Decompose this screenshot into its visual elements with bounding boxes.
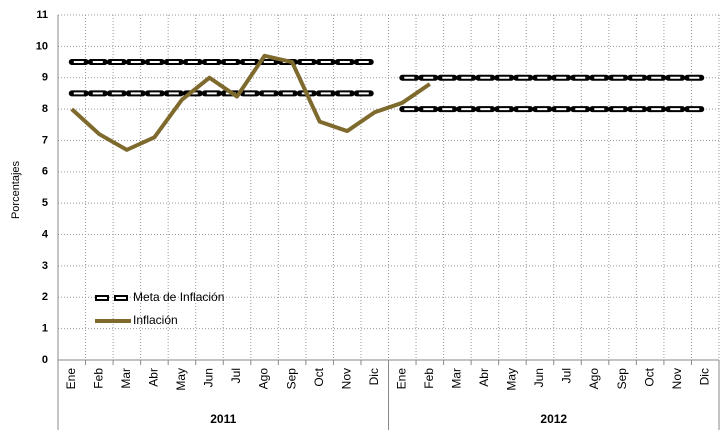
x-tick-label: Ene: [64, 368, 78, 390]
x-tick-label: Ene: [394, 368, 408, 390]
y-tick-label: 4: [42, 228, 49, 240]
legend-label: Inflación: [133, 313, 178, 327]
y-tick-label: 10: [36, 40, 48, 52]
y-tick-label: 9: [42, 72, 48, 84]
y-tick-label: 2: [42, 291, 48, 303]
x-tick-label: May: [174, 368, 188, 391]
x-tick-label: Mar: [119, 368, 133, 389]
x-tick-label: Nov: [670, 368, 684, 389]
x-tick-label: Dic: [367, 368, 381, 385]
x-tick-label: May: [505, 368, 519, 391]
x-tick-label: Abr: [477, 368, 491, 387]
y-tick-label: 11: [36, 9, 48, 21]
legend-label: Meta de Inflación: [133, 290, 224, 304]
y-axis-label: Porcentajes: [10, 160, 22, 219]
year-label: 2011: [210, 412, 236, 426]
x-tick-label: Ago: [587, 368, 601, 390]
y-tick-label: 0: [42, 354, 48, 366]
y-tick-label: 3: [42, 260, 48, 272]
x-tick-label: Feb: [91, 368, 105, 389]
x-tick-label: Jul: [560, 368, 574, 383]
x-tick-label: Dic: [697, 368, 711, 385]
x-tick-label: Oct: [312, 367, 326, 386]
x-tick-label: Abr: [147, 368, 161, 387]
x-tick-label: Nov: [339, 368, 353, 389]
x-tick-label: Jun: [532, 368, 546, 387]
y-tick-label: 6: [42, 166, 48, 178]
x-tick-label: Jun: [202, 368, 216, 387]
x-tick-label: Jul: [229, 368, 243, 383]
x-tick-label: Feb: [422, 368, 436, 389]
x-tick-label: Sep: [615, 368, 629, 390]
x-tick-label: Ago: [257, 368, 271, 390]
y-tick-label: 7: [42, 134, 48, 146]
y-tick-label: 5: [42, 197, 48, 209]
x-tick-label: Mar: [450, 368, 464, 389]
line: [70, 53, 431, 152]
x-tick-label: Oct: [642, 367, 656, 386]
year-label: 2012: [540, 412, 567, 426]
y-tick-label: 8: [42, 103, 48, 115]
x-tick-label: Sep: [284, 368, 298, 390]
y-tick-label: 1: [42, 323, 48, 335]
